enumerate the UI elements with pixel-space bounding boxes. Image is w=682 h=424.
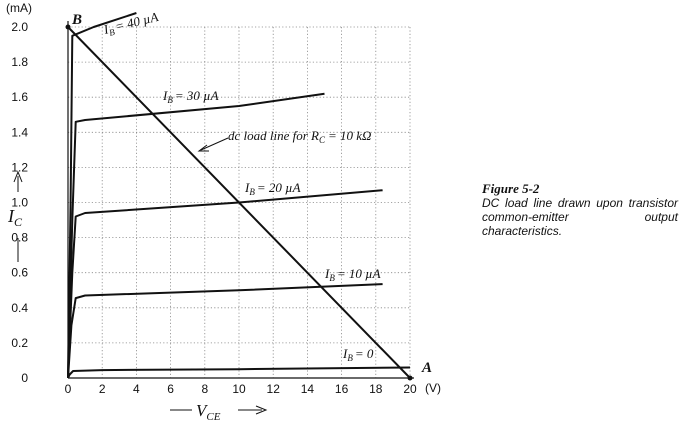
y-tick-label-6: 1.2 [11,160,28,174]
x-tick-label-9: 18 [369,382,383,396]
pointer-arrow-icon [197,144,209,152]
right-arrow-icon [255,405,268,415]
x-tick-label-1: 2 [99,382,106,396]
y-tick-label-4: 0.8 [11,231,28,245]
label-ib-20: IB = 20 µA [244,180,301,197]
label-ib-0: IB = 0 [342,346,374,363]
point-a-marker [407,375,413,381]
load-line-label: dc load line for RC = 10 kΩ [228,128,371,145]
y-tick-labels: 0 0.2 0.4 0.6 0.8 1.0 1.2 1.4 1.6 1.8 2.0 [11,20,28,385]
curve-series-3 [67,92,325,379]
grid [67,21,414,379]
x-tick-label-6: 12 [267,382,281,396]
svg-text:IC: IC [7,206,23,229]
curve-series-2 [67,189,383,379]
x-tick-label-4: 8 [201,382,208,396]
x-unit-label: (V) [425,381,441,395]
y-axis-title: IC [7,170,23,262]
x-axis-title-sub: CE [206,411,220,423]
x-tick-labels: 0 2 4 6 8 10 12 14 16 18 20 [65,382,417,396]
figure-caption: Figure 5-2 DC load line drawn upon trans… [482,181,678,239]
x-tick-label-7: 14 [301,382,315,396]
y-unit-label: (mA) [6,1,32,15]
y-tick-label-7: 1.4 [11,125,28,139]
y-tick-label-5: 1.0 [11,196,28,210]
point-a-label: A [421,360,432,376]
x-axis-title: VCE [170,401,268,423]
y-tick-label-9: 1.8 [11,55,28,69]
figure-number: Figure 5-2 [482,181,540,196]
y-tick-label-10: 2.0 [11,20,28,34]
x-tick-label-8: 16 [335,382,349,396]
figure-description: DC load line drawn upon transistor commo… [482,196,678,238]
y-axis-title-sub: C [14,215,23,229]
point-b-label: B [71,12,82,28]
y-tick-label-0: 0 [21,371,28,385]
up-arrow-icon [13,170,23,183]
y-tick-label-1: 0.2 [11,336,28,350]
characteristic-curves [67,12,411,379]
x-tick-label-2: 4 [133,382,140,396]
curve-series-1 [67,283,383,379]
point-b-marker [65,24,71,30]
y-tick-label-8: 1.6 [11,90,28,104]
x-tick-label-3: 6 [167,382,174,396]
x-axis-title-main: V [196,401,209,420]
label-ib-40: IB= 40 µA [101,9,160,39]
x-tick-label-0: 0 [65,382,72,396]
curve-series-4 [67,12,137,379]
curve-series-0 [67,366,411,379]
load-line [65,24,413,381]
y-axis-title-main: I [7,206,15,226]
label-ib-30: IB = 30 µA [162,88,219,105]
load-line-pointer [200,137,229,151]
y-tick-label-3: 0.6 [11,266,28,280]
x-tick-label-10: 20 [403,382,417,396]
y-tick-label-2: 0.4 [11,301,28,315]
svg-text:VCE: VCE [196,401,221,423]
label-ib-10: IB = 10 µA [324,266,381,283]
x-tick-label-5: 10 [232,382,246,396]
load-line-segment [67,26,411,379]
